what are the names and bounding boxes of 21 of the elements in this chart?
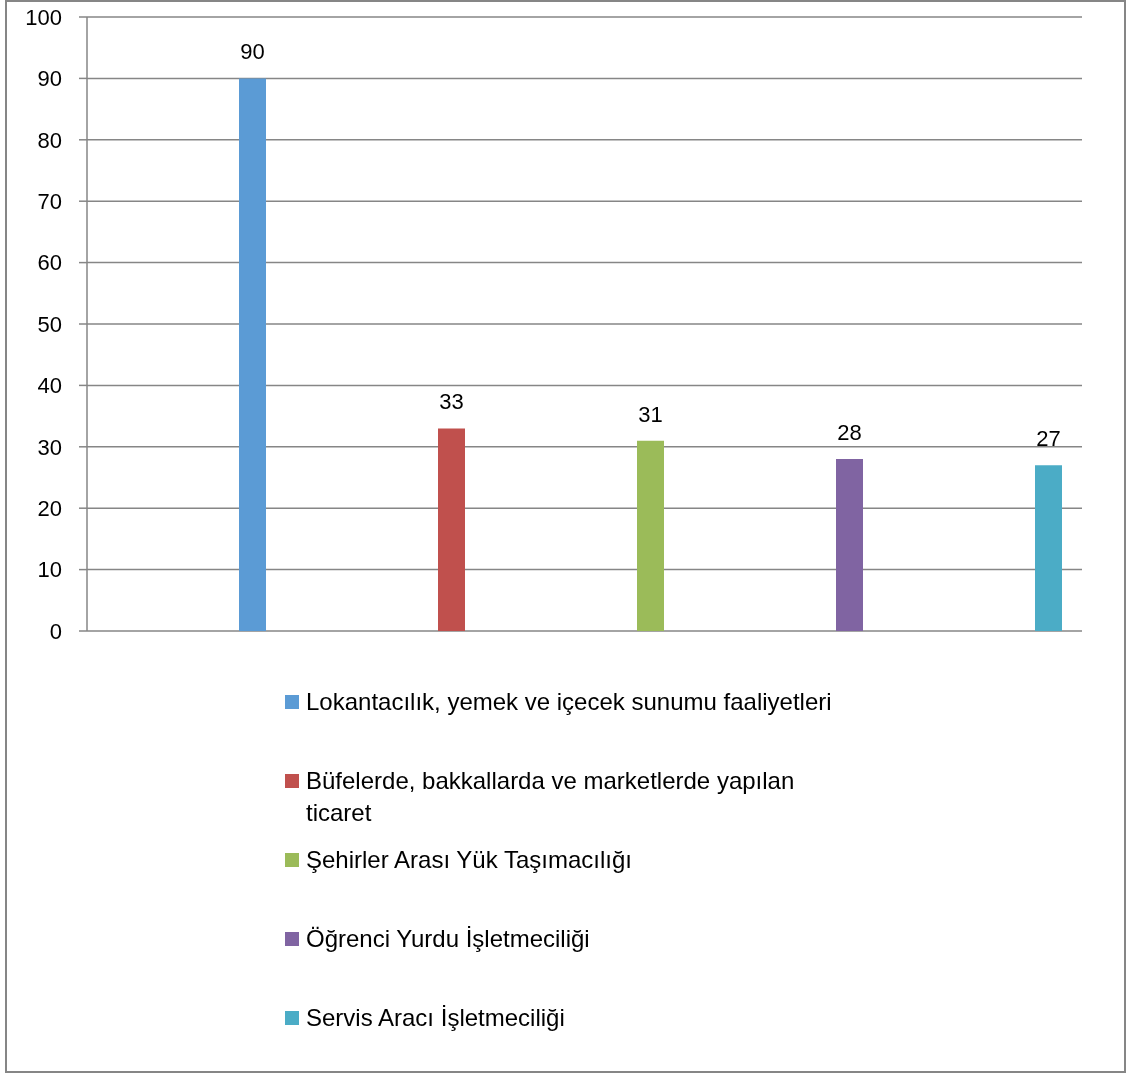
- legend-label: Şehirler Arası Yük Taşımacılığı: [306, 845, 633, 875]
- legend-label: Servis Aracı İşletmeciliği: [306, 1003, 566, 1033]
- legend-label: Lokantacılık, yemek ve içecek sunumu faaliyetleri: [306, 687, 833, 717]
- data-label: 27: [1036, 426, 1061, 452]
- legend-label: Büfelerde, bakkallarda ve marketlerde yapılan ticaret: [306, 766, 796, 828]
- legend-label: Öğrenci Yurdu İşletmeciliği: [306, 924, 591, 954]
- y-tick-label: 0: [49, 618, 62, 644]
- y-tick-label: 80: [37, 127, 62, 153]
- data-label: 31: [638, 401, 663, 427]
- y-tick-label: 10: [37, 557, 62, 583]
- y-tick-label: 60: [37, 250, 62, 276]
- y-tick-label: 70: [37, 189, 62, 215]
- data-label: 33: [439, 389, 464, 415]
- data-label: 28: [837, 420, 862, 446]
- y-tick-label: 20: [37, 496, 62, 522]
- y-tick-label: 30: [37, 434, 62, 460]
- y-tick-label: 40: [37, 373, 62, 399]
- y-tick-label: 90: [37, 66, 62, 92]
- data-label: 90: [240, 39, 265, 65]
- y-tick-label: 50: [37, 311, 62, 337]
- y-tick-label: 100: [25, 4, 62, 30]
